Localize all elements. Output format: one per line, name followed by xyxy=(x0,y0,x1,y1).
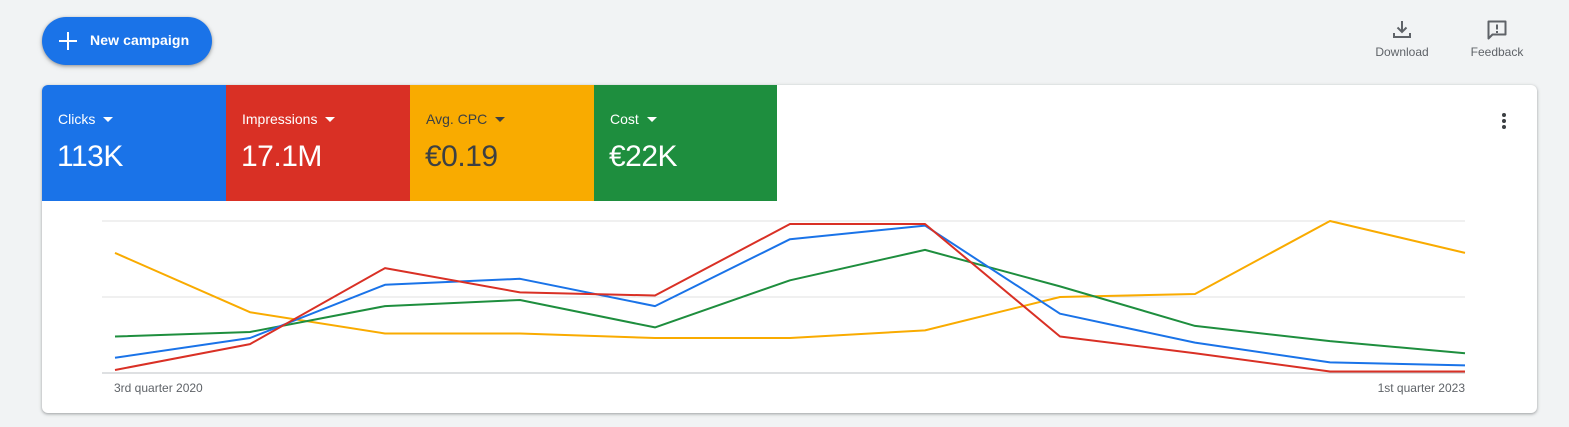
cost-value: €22K xyxy=(609,140,678,173)
scorecard-clicks-label: Clicks xyxy=(58,111,114,127)
avg-cpc-value: €0.19 xyxy=(425,140,498,173)
caret-down-icon xyxy=(646,116,657,122)
x-axis-start-label: 3rd quarter 2020 xyxy=(114,381,203,395)
series-line-avg-cpc xyxy=(114,220,1466,339)
download-icon xyxy=(1393,21,1411,38)
impressions-label-text: Impressions xyxy=(242,111,318,127)
scorecard-cost-label: Cost xyxy=(610,111,657,127)
feedback-icon xyxy=(1487,20,1507,40)
avg-cpc-label-text: Avg. CPC xyxy=(426,111,488,127)
more-dot xyxy=(1502,125,1506,129)
performance-line-chart xyxy=(102,220,1466,374)
clicks-label-text: Clicks xyxy=(58,111,96,127)
new-campaign-button[interactable]: New campaign xyxy=(42,17,212,65)
more-dot xyxy=(1502,119,1506,123)
caret-down-icon xyxy=(103,116,114,122)
scorecard-impressions[interactable]: Impressions 17.1M xyxy=(226,85,410,201)
feedback-label: Feedback xyxy=(1470,45,1524,59)
cost-label-text: Cost xyxy=(610,111,639,127)
impressions-value: 17.1M xyxy=(241,140,322,173)
series-line-clicks xyxy=(114,224,1466,367)
scorecard-avg-cpc-label: Avg. CPC xyxy=(426,111,506,127)
caret-down-icon xyxy=(325,116,336,122)
performance-card: Clicks 113K Impressions 17.1M Avg. CPC €… xyxy=(42,85,1537,413)
new-campaign-label: New campaign xyxy=(90,32,190,48)
scorecard-avg-cpc[interactable]: Avg. CPC €0.19 xyxy=(410,85,594,201)
scorecard-cost[interactable]: Cost €22K xyxy=(594,85,777,201)
download-button[interactable]: Download xyxy=(1373,18,1431,59)
series-line-impressions xyxy=(114,223,1465,373)
clicks-value: 113K xyxy=(57,140,123,173)
more-dot xyxy=(1502,113,1506,117)
series-line-cost xyxy=(114,248,1466,355)
more-options-icon[interactable] xyxy=(1494,109,1514,133)
scorecard-impressions-label: Impressions xyxy=(242,111,336,127)
scorecard-clicks[interactable]: Clicks 113K xyxy=(42,85,226,201)
caret-down-icon xyxy=(495,116,506,122)
feedback-button[interactable]: Feedback xyxy=(1467,18,1527,59)
plus-icon xyxy=(57,30,79,52)
download-label: Download xyxy=(1375,45,1429,59)
x-axis-end-label: 1st quarter 2023 xyxy=(1377,381,1465,395)
